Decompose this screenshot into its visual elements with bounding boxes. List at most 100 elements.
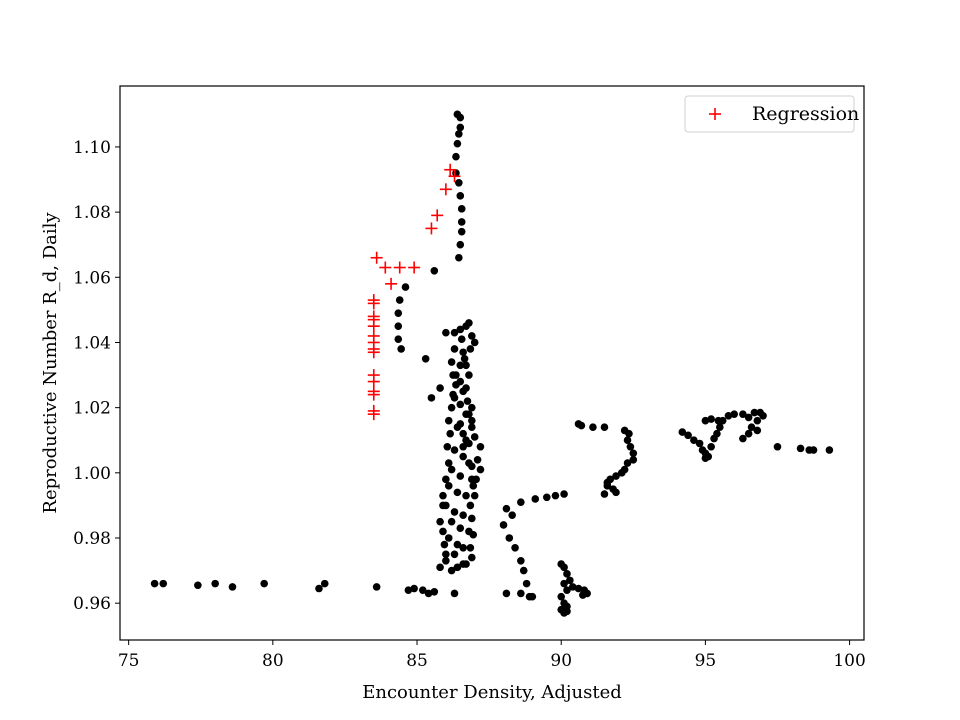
data-point [430, 266, 439, 275]
data-point [453, 139, 462, 148]
data-point [468, 416, 476, 425]
y-tick-label: 1.06 [73, 268, 111, 288]
data-point [450, 394, 459, 402]
legend: Regression [684, 95, 859, 133]
data-point [439, 491, 447, 500]
data-point [517, 498, 525, 506]
data-point [525, 592, 534, 601]
data-point [502, 504, 511, 513]
data-point [430, 587, 439, 596]
data-point [447, 358, 456, 366]
x-tick-label: 100 [833, 651, 865, 671]
data-point [453, 563, 462, 572]
data-point [563, 570, 571, 578]
data-point [457, 205, 466, 213]
data-point [690, 436, 698, 445]
data-point [468, 462, 476, 471]
data-point [472, 475, 480, 484]
y-tick-label: 1.04 [73, 333, 111, 353]
data-point [617, 469, 626, 477]
data-point [456, 420, 465, 428]
data-point [466, 543, 475, 552]
regression-point [425, 222, 438, 235]
data-point [462, 384, 470, 392]
data-point [228, 583, 237, 591]
data-point [456, 192, 465, 200]
data-point [450, 508, 459, 516]
data-point [466, 345, 475, 353]
data-point [440, 540, 449, 549]
data-point [455, 253, 463, 262]
data-point [626, 442, 635, 451]
data-point [456, 472, 465, 480]
data-point [456, 123, 465, 132]
data-point [260, 579, 268, 588]
data-point [315, 584, 323, 593]
data-point [456, 240, 465, 249]
data-point [404, 586, 413, 594]
legend-box [684, 95, 855, 133]
legend-label-regression: Regression [752, 103, 859, 125]
data-point [468, 403, 476, 412]
data-point [320, 579, 329, 588]
data-point [542, 493, 551, 502]
data-point [563, 602, 571, 611]
data-point [574, 584, 583, 593]
data-point [468, 423, 476, 431]
data-point [463, 397, 472, 405]
data-point [455, 178, 463, 187]
data-point [759, 411, 767, 420]
data-point [678, 428, 687, 436]
data-point [744, 429, 753, 438]
data-point [447, 403, 456, 412]
data-point [442, 557, 450, 565]
data-point [825, 446, 834, 454]
data-point [629, 455, 638, 464]
data-point [773, 442, 782, 451]
y-tick-label: 0.96 [73, 594, 111, 614]
x-tick-label: 80 [262, 651, 284, 671]
data-point [508, 511, 516, 519]
data-point [436, 563, 444, 572]
regression-point [367, 369, 380, 382]
data-point [459, 543, 467, 552]
data-point [517, 557, 525, 565]
data-point [410, 584, 418, 593]
data-point [551, 491, 560, 500]
data-point [444, 482, 453, 490]
y-tick-label: 1.08 [73, 203, 111, 223]
regression-point [431, 209, 444, 222]
data-point [465, 410, 473, 418]
data-point [455, 130, 463, 138]
data-point [450, 446, 459, 454]
data-point [442, 550, 450, 559]
x-tick-label: 85 [406, 651, 428, 671]
data-point [459, 429, 467, 438]
data-point [444, 534, 453, 542]
data-point [716, 423, 724, 431]
data-point [453, 540, 462, 549]
data-point [579, 591, 587, 599]
data-point [724, 411, 733, 420]
data-point [629, 449, 638, 458]
x-tick-label: 90 [550, 651, 572, 671]
data-point [468, 553, 476, 562]
data-point [566, 576, 574, 585]
data-point [436, 384, 444, 392]
data-point [603, 482, 612, 490]
data-point [714, 416, 723, 425]
data-point [462, 436, 470, 445]
data-point [470, 433, 479, 441]
points-layer [150, 110, 834, 617]
data-point [211, 579, 219, 588]
data-point [450, 589, 459, 598]
data-point [462, 491, 470, 500]
data-point [589, 423, 597, 431]
data-point [424, 589, 433, 598]
data-point [701, 416, 710, 425]
y-axis-label: Reproductive Number R_d, Daily [40, 212, 61, 514]
y-axis: 0.96 0.98 1.00 1.02 1.04 1.06 1.08 1.10 [73, 138, 120, 614]
data-point [739, 410, 747, 418]
data-point [442, 475, 450, 484]
